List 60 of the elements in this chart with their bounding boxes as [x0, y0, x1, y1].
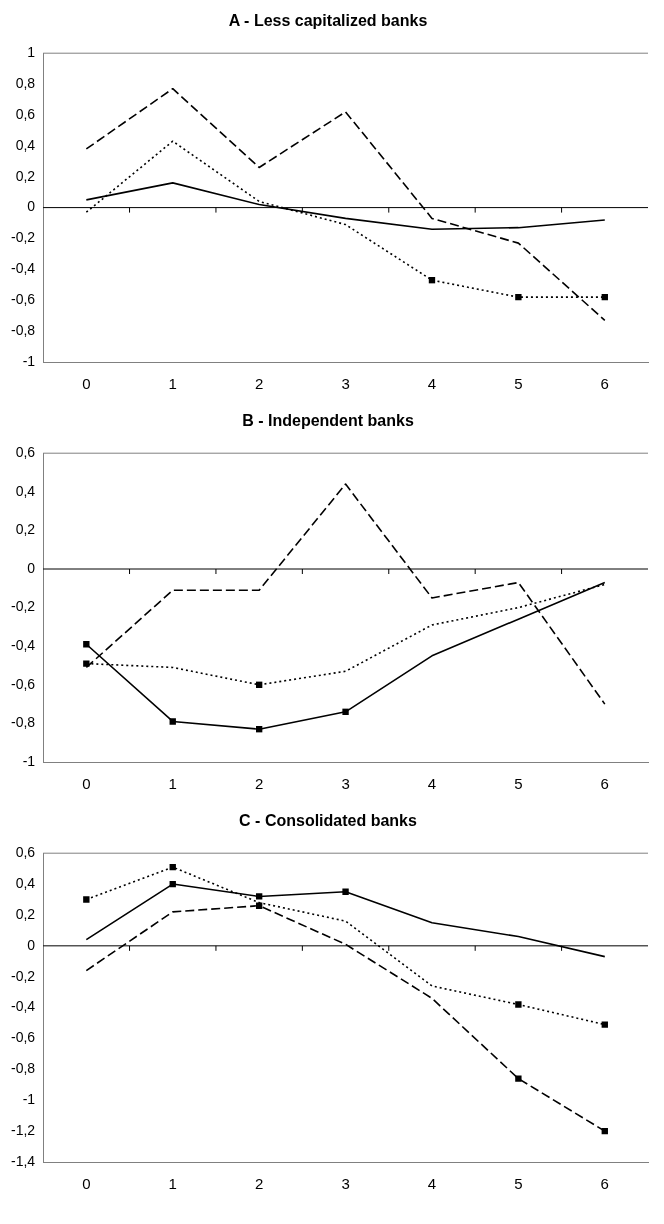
x-tick-label: 6 [600, 375, 609, 393]
y-tick-label: 0,6 [15, 844, 36, 861]
y-tick-label: -0,4 [11, 637, 36, 654]
y-tick-label: 0 [27, 936, 36, 953]
y-tick-label: -0,6 [11, 291, 36, 308]
x-tick-label: 4 [427, 375, 437, 393]
x-tick-label: 2 [254, 1175, 264, 1193]
y-tick-label: 0,6 [15, 444, 36, 461]
x-tick-label: 0 [82, 775, 91, 793]
y-tick-label: -0,4 [11, 998, 36, 1015]
y-tick-label: 0,2 [15, 905, 36, 922]
y-tick-label: -1,2 [11, 1121, 36, 1138]
point [83, 896, 90, 903]
x-tick-label: 5 [514, 1175, 523, 1193]
x-tick-label: 2 [254, 775, 264, 793]
y-tick-label: -0,8 [11, 321, 36, 338]
y-tick-label: -0,2 [11, 598, 36, 615]
y-tick-label: -1 [22, 752, 36, 769]
x-tick-label: 1 [168, 375, 177, 393]
y-tick-label: -0,8 [11, 1060, 36, 1077]
x-tick-label: 6 [600, 775, 609, 793]
y-tick-label: 0,4 [15, 482, 36, 499]
y-tick-label: 0,4 [15, 874, 36, 891]
x-tick-label: 4 [427, 775, 437, 793]
chart-title: B - Independent banks [242, 412, 414, 430]
y-tick-label: -0,6 [11, 675, 36, 692]
y-tick-label: 0,2 [15, 167, 36, 184]
point [515, 1001, 522, 1008]
y-tick-label: -1,4 [11, 1152, 36, 1169]
y-tick-label: -0,4 [11, 260, 36, 277]
y-tick-label: -0,2 [11, 967, 36, 984]
x-tick-label: 0 [82, 375, 91, 393]
y-tick-label: -1 [22, 1091, 36, 1108]
x-tick-label: 0 [82, 1175, 91, 1193]
x-tick-label: 6 [600, 1175, 609, 1193]
y-tick-label: -0,6 [11, 1029, 36, 1046]
point [515, 1075, 522, 1082]
y-tick-label: -0,8 [11, 714, 36, 731]
x-tick-label: 2 [254, 375, 264, 393]
point [601, 1021, 608, 1028]
y-tick-label: 0,6 [15, 105, 36, 122]
y-tick-label: 0,4 [15, 136, 36, 153]
point [83, 660, 90, 667]
x-tick-label: 3 [341, 375, 350, 393]
chart-title: A - Less capitalized banks [228, 12, 428, 30]
x-tick-label: 4 [427, 1175, 437, 1193]
y-tick-label: -1 [22, 352, 36, 369]
y-tick-label: 0,8 [15, 74, 36, 91]
y-tick-label: 0,2 [15, 521, 36, 538]
y-tick-label: 0 [27, 198, 36, 215]
y-tick-label: 0 [27, 559, 36, 576]
x-tick-label: 1 [168, 775, 177, 793]
chart-title: C - Consolidated banks [239, 812, 417, 830]
x-tick-label: 5 [514, 375, 523, 393]
y-tick-label: -0,2 [11, 229, 36, 246]
x-tick-label: 3 [341, 1175, 350, 1193]
x-tick-label: 3 [341, 775, 350, 793]
x-tick-label: 5 [514, 775, 523, 793]
x-tick-label: 1 [168, 1175, 177, 1193]
y-tick-label: 1 [27, 44, 36, 61]
